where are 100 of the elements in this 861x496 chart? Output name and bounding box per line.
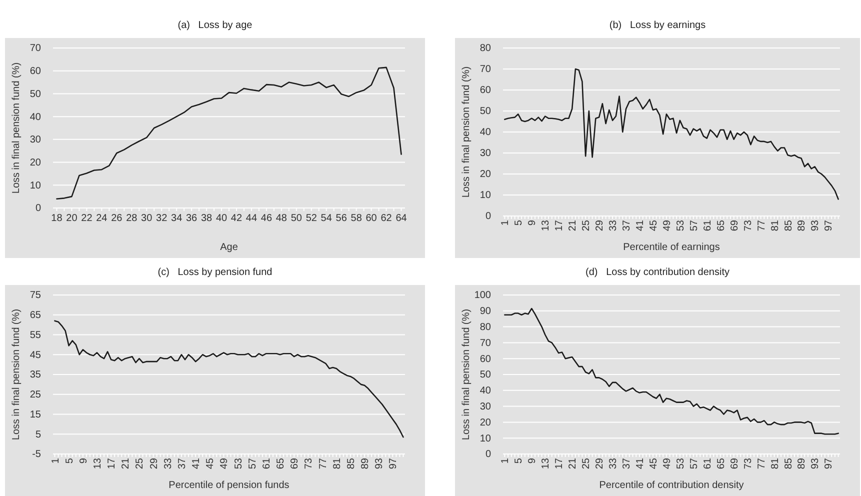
x-tick-label: 45: [648, 220, 660, 232]
x-tick-label: 49: [662, 458, 673, 470]
y-tick-label: 60: [480, 354, 492, 365]
x-tick-label: 34: [171, 213, 183, 224]
x-tick-label: 58: [350, 213, 362, 224]
y-tick-label: 0: [485, 211, 492, 222]
y-tick-label: 45: [30, 350, 42, 361]
x-tick-label: 9: [527, 220, 538, 226]
y-tick-label: 30: [480, 402, 492, 412]
chart-title: (b) Loss by earnings: [609, 20, 706, 31]
x-tick-label: 17: [554, 458, 566, 470]
y-axis-title: Loss in final pension fund (%): [11, 62, 22, 194]
x-tick-label: 89: [796, 458, 808, 470]
y-tick-label: 20: [30, 157, 42, 168]
x-tick-label: 29: [148, 458, 160, 470]
y-tick-label: 30: [480, 148, 492, 160]
x-tick-label: 93: [810, 458, 822, 470]
x-tick-label: 60: [366, 213, 378, 224]
y-axis-title: Loss in final pension fund (%): [11, 308, 22, 440]
x-tick-label: 52: [306, 213, 318, 224]
y-tick-label: 50: [480, 370, 492, 381]
y-tick-label: 25: [30, 390, 42, 401]
x-tick-label: 29: [594, 220, 606, 232]
x-tick-label: 89: [796, 220, 808, 232]
x-tick-label: 81: [770, 220, 781, 232]
x-tick-label: 73: [742, 458, 754, 470]
y-tick-label: 75: [30, 290, 42, 302]
y-axis-title: Loss in final pension fund (%): [461, 66, 472, 198]
x-tick-label: 54: [320, 213, 332, 224]
x-tick-label: 49: [219, 458, 230, 470]
x-tick-label: 9: [527, 458, 538, 464]
x-tick-label: 73: [304, 458, 315, 470]
x-tick-label: 81: [332, 458, 343, 470]
x-tick-label: 1: [50, 458, 62, 464]
line-series: [56, 66, 402, 200]
x-tick-label: 26: [111, 213, 123, 224]
x-tick-label: 5: [64, 458, 76, 464]
x-tick-label: 97: [824, 220, 835, 232]
x-tick-label: 45: [205, 458, 216, 470]
x-tick-label: 24: [96, 213, 108, 224]
y-tick-label: 0: [35, 203, 42, 214]
y-tick-label: 20: [480, 169, 492, 180]
y-tick-label: 70: [480, 64, 492, 76]
x-tick-label: 77: [318, 458, 329, 470]
y-tick-label: 10: [480, 433, 492, 444]
x-tick-label: 13: [540, 458, 552, 470]
x-tick-label: 64: [396, 213, 408, 224]
x-tick-label: 85: [783, 220, 794, 232]
x-tick-label: 32: [156, 213, 168, 224]
y-tick-label: 65: [30, 310, 42, 322]
x-tick-label: 38: [200, 213, 213, 224]
x-tick-label: 1: [500, 220, 512, 226]
x-tick-label: 21: [568, 220, 579, 232]
x-tick-label: 97: [824, 458, 835, 470]
line-series: [54, 320, 404, 438]
chart-title: (d) Loss by contribution density: [586, 267, 730, 278]
y-tick-label: 80: [480, 43, 492, 54]
x-tick-label: 5: [514, 220, 525, 226]
x-tick-label: 37: [622, 220, 633, 232]
x-tick-label: 25: [581, 220, 592, 232]
x-tick-label: 73: [742, 220, 754, 232]
x-tick-label: 85: [783, 458, 794, 470]
x-tick-label: 65: [716, 220, 727, 232]
y-tick-label: 55: [30, 330, 42, 341]
line-series: [504, 68, 839, 200]
y-tick-label: 60: [480, 85, 492, 96]
x-tick-label: 57: [247, 458, 258, 470]
x-tick-label: 25: [581, 458, 592, 470]
y-tick-label: 70: [30, 43, 42, 54]
x-axis-title: Percentile of contribution density: [599, 480, 744, 491]
x-tick-label: 57: [688, 220, 700, 232]
y-tick-label: 35: [30, 370, 42, 381]
x-tick-label: 93: [374, 458, 386, 470]
y-tick-label: 5: [35, 429, 42, 440]
x-tick-label: 29: [594, 458, 606, 470]
y-tick-label: 90: [480, 306, 492, 318]
x-tick-label: 57: [688, 458, 700, 470]
y-tick-label: 15: [30, 409, 42, 420]
x-tick-label: 56: [336, 213, 348, 224]
x-tick-label: 69: [290, 458, 301, 470]
x-tick-label: 61: [261, 458, 272, 470]
x-tick-label: 13: [540, 220, 552, 232]
y-tick-label: 100: [474, 290, 492, 302]
x-tick-label: 25: [134, 458, 146, 470]
x-tick-label: 85: [346, 458, 357, 470]
x-tick-label: 30: [141, 213, 153, 224]
x-tick-label: 50: [290, 213, 302, 224]
x-tick-label: 42: [230, 213, 242, 224]
x-tick-label: 33: [162, 458, 174, 470]
x-tick-label: 62: [380, 213, 392, 224]
y-tick-label: 10: [30, 180, 42, 192]
x-tick-label: 28: [126, 213, 138, 224]
x-tick-label: 36: [186, 213, 198, 224]
y-tick-label: 70: [480, 338, 492, 349]
x-tick-label: 37: [176, 458, 188, 470]
x-tick-label: 40: [216, 213, 228, 224]
y-tick-label: 20: [480, 417, 492, 428]
x-tick-label: 45: [648, 458, 660, 470]
x-tick-label: 20: [66, 213, 78, 224]
x-tick-label: 65: [716, 458, 727, 470]
